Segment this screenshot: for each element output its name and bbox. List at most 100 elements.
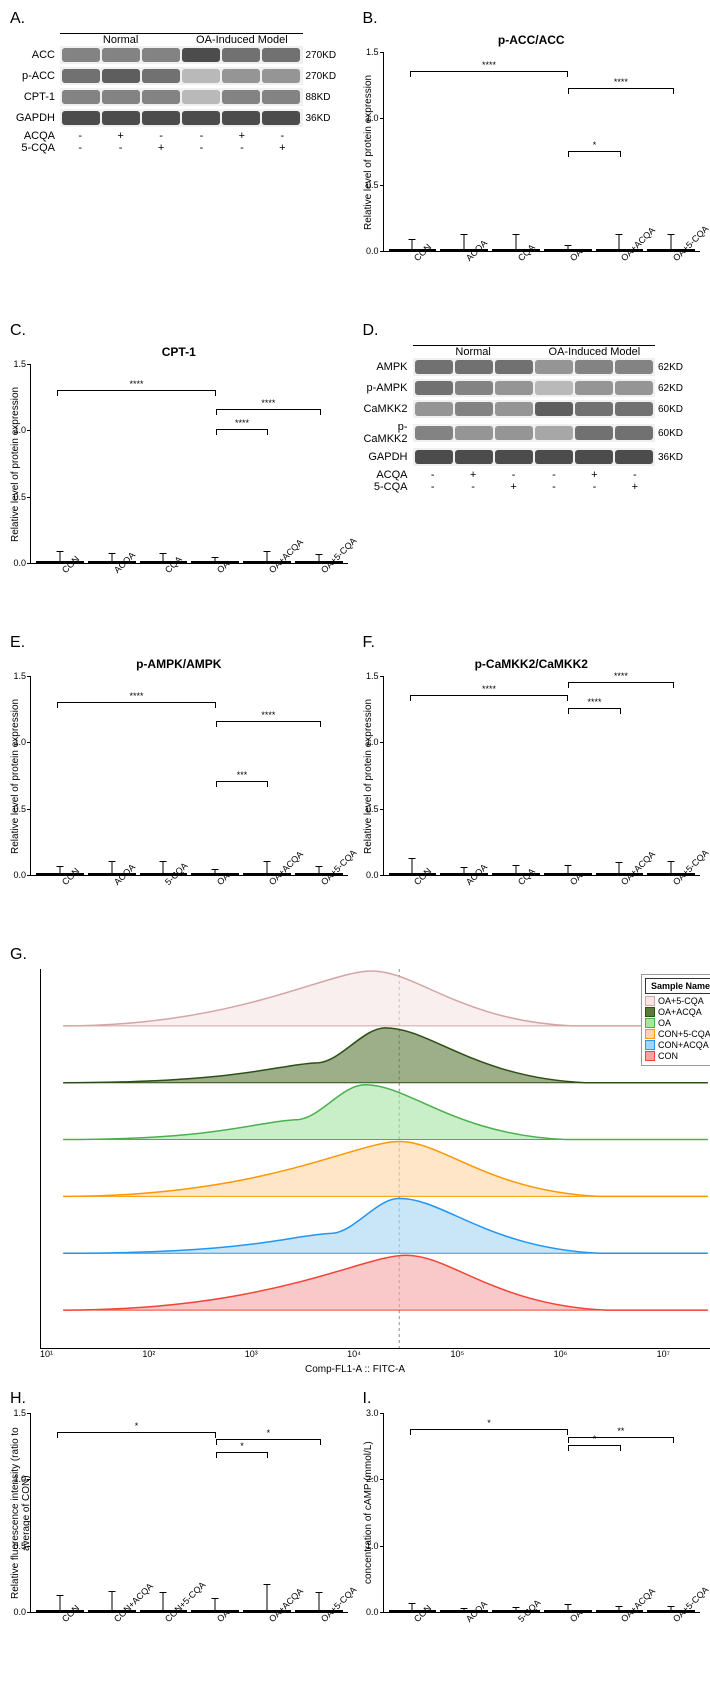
blot-band — [495, 381, 533, 395]
bar-chart: Relative level of protein expression0.00… — [363, 676, 701, 876]
error-bar — [412, 1603, 413, 1611]
legend-text: CON+5-CQA — [658, 1029, 710, 1039]
significance-label: ** — [617, 1426, 624, 1436]
blot-lanes — [60, 109, 303, 127]
treatment-value: + — [262, 142, 302, 154]
blot-band — [222, 111, 260, 125]
blot-lanes — [413, 379, 656, 397]
blot-band — [62, 48, 100, 62]
panel-e: E. p-AMPK/AMPK Relative level of protein… — [10, 634, 348, 931]
y-tick: 0.5 — [13, 804, 26, 814]
blot-band — [615, 381, 653, 395]
flow-svg — [41, 969, 710, 1348]
bar-chart: Relative level of protein expression0.00… — [10, 676, 348, 876]
blot-band — [222, 90, 260, 104]
error-bar — [671, 234, 672, 250]
panel-i-label: I. — [363, 1390, 701, 1408]
bar-group: OA+ACQA — [596, 1610, 644, 1612]
blot-lanes — [60, 88, 303, 106]
bar — [544, 249, 592, 251]
error-bar — [215, 557, 216, 562]
bar-group: OA — [191, 561, 239, 563]
blot-band — [455, 450, 493, 464]
error-bar — [671, 1606, 672, 1611]
error-bar — [318, 554, 319, 562]
treatment-value: - — [141, 130, 181, 142]
panel-a: A. NormalOA-Induced ModelACC270KDp-ACC27… — [10, 10, 348, 307]
blot-band — [182, 69, 220, 83]
treatment-value: - — [181, 130, 221, 142]
significance-label: *** — [237, 770, 248, 780]
blot-band — [615, 402, 653, 416]
blot-band — [415, 402, 453, 416]
error-bar — [59, 1595, 60, 1611]
treatment-value: - — [222, 142, 262, 154]
significance-bracket — [410, 71, 568, 72]
error-bar — [412, 239, 413, 250]
bar — [191, 1610, 239, 1612]
treatment-value: - — [100, 142, 140, 154]
flow-curve — [63, 971, 708, 1026]
panel-i: I. concentration of cAMP (mmol/L)0.01.02… — [363, 1390, 701, 1668]
blot-band — [262, 69, 300, 83]
blot-size: 62KD — [655, 362, 700, 373]
blot-row-label: CaMKK2 — [363, 403, 413, 415]
significance-label: **** — [129, 691, 143, 701]
legend-header: Sample Name — [645, 978, 710, 994]
bar-group: CQA — [492, 249, 540, 251]
bar-group: CON — [389, 873, 437, 875]
treatment-value: - — [453, 481, 493, 493]
error-bar — [215, 869, 216, 874]
y-ticks: 0.00.51.01.5 — [359, 52, 379, 251]
significance-bracket — [57, 390, 215, 391]
blot-lanes — [60, 67, 303, 85]
panel-d: D. NormalOA-Induced ModelAMPK62KDp-AMPK6… — [363, 322, 701, 619]
bar-group: OA+5-CQA — [295, 1610, 343, 1612]
blot-band — [495, 426, 533, 440]
panel-e-title: p-AMPK/AMPK — [10, 657, 348, 671]
blot-row-label: p-AMPK — [363, 382, 413, 394]
bar-group: ACQA — [440, 873, 488, 875]
bars-container: CONACQACQAOAOA+ACQAOA+5-CQA — [384, 676, 701, 875]
bar-chart: concentration of cAMP (mmol/L)0.01.02.03… — [363, 1413, 701, 1613]
flow-curve — [63, 1085, 708, 1140]
significance-bracket — [568, 1437, 674, 1438]
blot-band — [142, 69, 180, 83]
blot-band — [102, 48, 140, 62]
blot-band — [415, 360, 453, 374]
bar-chart: Relative level of protein expression0.00… — [363, 52, 701, 252]
blot-header: OA-Induced Model — [181, 33, 302, 46]
bar-group: OA+ACQA — [596, 873, 644, 875]
bars-container: CONACQACQAOAOA+ACQAOA+5-CQA — [31, 364, 348, 563]
blot-band — [575, 360, 613, 374]
treatment-value: - — [60, 130, 100, 142]
blot-band — [535, 360, 573, 374]
bar-group: CON+ACQA — [88, 1610, 136, 1612]
legend-swatch — [645, 1029, 655, 1039]
y-tick: 0.0 — [13, 558, 26, 568]
error-bar — [619, 862, 620, 874]
x-tick: 10³ — [245, 1349, 258, 1359]
blot-size: 36KD — [655, 452, 700, 463]
blot-band — [415, 450, 453, 464]
y-tick: 1.5 — [13, 359, 26, 369]
significance-bracket — [216, 721, 322, 722]
y-tick: 1.0 — [13, 1474, 26, 1484]
panel-h-label: H. — [10, 1390, 348, 1408]
blot-a: NormalOA-Induced ModelACC270KDp-ACC270KD… — [10, 33, 348, 154]
bar-group: OA+5-CQA — [647, 249, 695, 251]
blot-band — [182, 90, 220, 104]
figure-container: A. NormalOA-Induced ModelACC270KDp-ACC27… — [10, 10, 700, 1668]
treatment-value: - — [493, 469, 533, 481]
bar-group: OA+ACQA — [243, 873, 291, 875]
blot-size: 62KD — [655, 383, 700, 394]
blot-band — [262, 48, 300, 62]
error-bar — [671, 861, 672, 874]
y-tick: 0.0 — [366, 870, 379, 880]
error-bar — [318, 866, 319, 874]
bar-group: OA+5-CQA — [647, 873, 695, 875]
chart-area: 0.00.51.01.5***CONCON+ACQACON+5-CQAOAOA+… — [30, 1413, 348, 1613]
panel-c-title: CPT-1 — [10, 345, 348, 359]
blot-band — [575, 381, 613, 395]
treatment-value: - — [534, 481, 574, 493]
